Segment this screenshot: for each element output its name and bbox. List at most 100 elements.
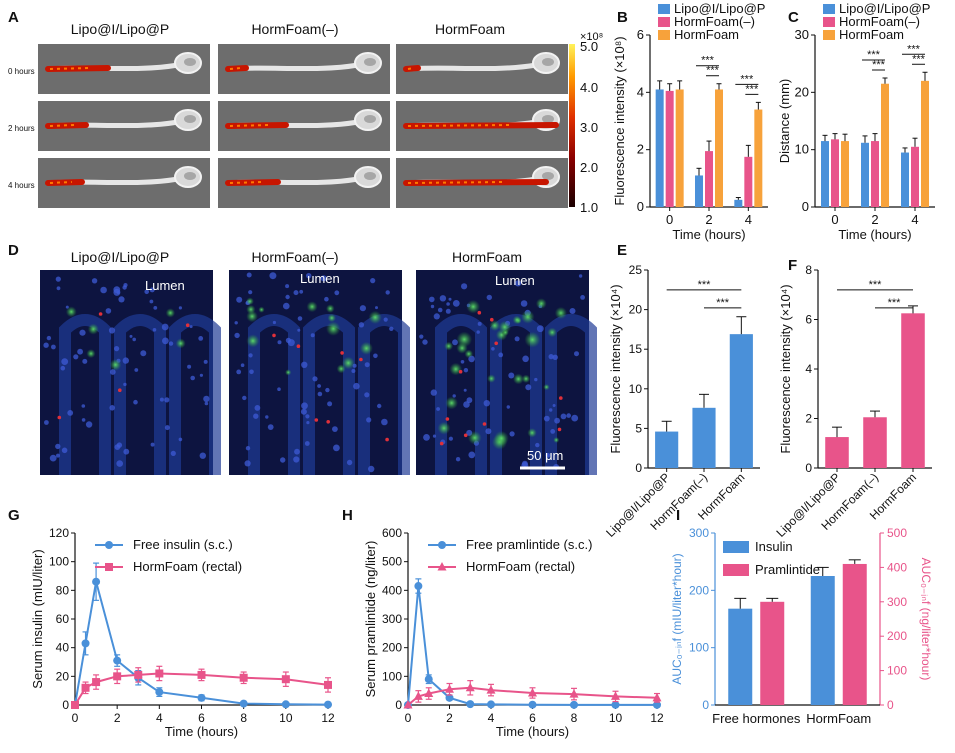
fluorescence-hotspot (407, 124, 512, 127)
nucleus (317, 391, 323, 397)
x-tick-label: Lipo@I/Lipo@P (603, 470, 673, 540)
y-tick-label: 400 (382, 583, 402, 597)
nucleus (463, 401, 470, 408)
column-title-1: Lipo@I/Lipo@P (71, 21, 169, 37)
nucleus (377, 403, 382, 409)
data-point (403, 700, 413, 709)
legend-swatch (823, 17, 835, 27)
y-tick-label: 25 (629, 263, 643, 277)
nucleus (375, 306, 378, 310)
y-tick-label: 300 (689, 526, 709, 540)
data-point (611, 691, 620, 700)
nucleus (461, 283, 468, 290)
red-signal (272, 333, 276, 338)
nucleus (498, 352, 504, 358)
nucleus (306, 273, 312, 279)
nucleus (332, 426, 338, 432)
legend-label: HormFoam (839, 27, 904, 42)
significance-mark: *** (869, 279, 883, 291)
colorbar-tick: 5.0 (580, 39, 598, 54)
nucleus (159, 397, 164, 402)
fluorescence-hotspot (407, 181, 505, 184)
nucleus (170, 450, 176, 456)
nucleus (383, 317, 388, 322)
green-signal (87, 323, 99, 335)
cecum-detail (184, 115, 196, 123)
y-tick-label-right: 500 (887, 526, 907, 540)
nucleus (114, 444, 121, 450)
nucleus (452, 339, 458, 346)
lumen-label: Lumen (145, 278, 185, 293)
nucleus (116, 460, 123, 467)
data-point (113, 672, 122, 681)
nucleus (536, 325, 544, 333)
nucleus (49, 454, 57, 462)
nucleus (429, 296, 435, 303)
nucleus (161, 323, 169, 331)
nucleus (81, 404, 86, 408)
significance-mark: *** (698, 279, 712, 291)
y-tick-label: 500 (382, 555, 402, 569)
green-signal (246, 297, 254, 306)
nucleus (240, 363, 245, 368)
scalebar-label: 50 μm (527, 448, 563, 463)
nucleus (571, 414, 579, 422)
nucleus (358, 322, 365, 328)
y-tick-label: 120 (49, 526, 69, 540)
nucleus (351, 369, 356, 373)
row-label-0h: 0 hours (8, 67, 35, 76)
nucleus (56, 453, 60, 458)
data-point (239, 699, 248, 708)
y-tick-label: 20 (56, 669, 70, 683)
data-point (528, 687, 537, 697)
nucleus (373, 353, 378, 359)
intestine-images (38, 44, 568, 208)
chart-i: I 0 100 200 300 0 100 200 300 400 500 Free hormone… (670, 507, 933, 726)
green-signal (513, 373, 524, 385)
legend-label: Lipo@I/Lipo@P (674, 1, 765, 16)
y-tick-label: 0 (635, 461, 642, 475)
nucleus (334, 290, 340, 296)
legend-label: HormFoam(–) (839, 14, 920, 29)
x-tick-label: 2 (114, 711, 121, 725)
panel-label-d: D (8, 242, 19, 259)
nucleus (61, 358, 69, 365)
colorbar-tick: 3.0 (580, 120, 598, 135)
green-signal (521, 310, 535, 324)
nucleus (299, 289, 304, 294)
nucleus (419, 334, 424, 339)
red-signal (477, 310, 482, 315)
nucleus (100, 286, 107, 294)
nucleus (327, 401, 333, 407)
nucleus (486, 294, 492, 301)
nucleus (236, 369, 242, 375)
bar (901, 313, 925, 468)
column-title-2: HormFoam(–) (251, 249, 338, 265)
nucleus (133, 399, 138, 405)
nucleus (574, 351, 579, 357)
nucleus (246, 272, 252, 278)
x-tick-label: 0 (666, 212, 673, 227)
nucleus (534, 377, 538, 382)
red-signal (490, 317, 494, 322)
nucleus (199, 373, 203, 377)
colorbar-tick: 2.0 (580, 160, 598, 175)
nucleus (272, 320, 276, 325)
y-axis-label: Distance (mm) (777, 79, 792, 164)
bar (863, 417, 887, 468)
green-signal (498, 320, 511, 334)
x-tick-label: 8 (571, 711, 578, 725)
nucleus (283, 302, 290, 310)
x-axis-label: Time (hours) (672, 227, 745, 242)
nucleus (545, 453, 551, 458)
nucleus (346, 459, 353, 466)
green-signal (444, 341, 454, 351)
green-signal (246, 304, 256, 314)
nucleus (320, 275, 327, 282)
data-point (155, 688, 164, 697)
nucleus (333, 444, 340, 452)
panel-label-e: E (617, 242, 627, 259)
red-signal (557, 427, 562, 432)
